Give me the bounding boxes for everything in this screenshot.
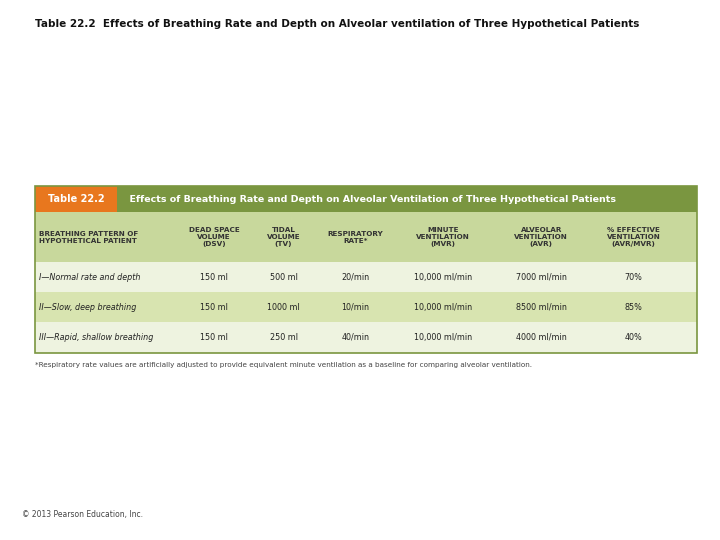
Text: 10/min: 10/min	[341, 303, 369, 312]
Text: 150 ml: 150 ml	[200, 333, 228, 342]
Text: *Respiratory rate values are artificially adjusted to provide equivalent minute : *Respiratory rate values are artificiall…	[35, 362, 531, 368]
Text: 10,000 ml/min: 10,000 ml/min	[414, 333, 472, 342]
Text: 10,000 ml/min: 10,000 ml/min	[414, 303, 472, 312]
Text: 250 ml: 250 ml	[269, 333, 297, 342]
Text: 150 ml: 150 ml	[200, 303, 228, 312]
Text: 40%: 40%	[625, 333, 642, 342]
Text: 500 ml: 500 ml	[270, 273, 297, 281]
Text: DEAD SPACE
VOLUME
(DSV): DEAD SPACE VOLUME (DSV)	[189, 227, 240, 247]
Text: 7000 ml/min: 7000 ml/min	[516, 273, 567, 281]
Text: © 2013 Pearson Education, Inc.: © 2013 Pearson Education, Inc.	[22, 510, 143, 519]
Text: 1000 ml: 1000 ml	[267, 303, 300, 312]
Text: III—Rapid, shallow breathing: III—Rapid, shallow breathing	[39, 333, 153, 342]
Text: 150 ml: 150 ml	[200, 273, 228, 281]
Text: 8500 ml/min: 8500 ml/min	[516, 303, 567, 312]
Text: 85%: 85%	[625, 303, 643, 312]
Text: 10,000 ml/min: 10,000 ml/min	[414, 273, 472, 281]
Text: 70%: 70%	[625, 273, 643, 281]
Text: 40/min: 40/min	[341, 333, 369, 342]
Text: II—Slow, deep breathing: II—Slow, deep breathing	[39, 303, 136, 312]
Text: % EFFECTIVE
VENTILATION
(AVR/MVR): % EFFECTIVE VENTILATION (AVR/MVR)	[607, 227, 660, 247]
Text: RESPIRATORY
RATE*: RESPIRATORY RATE*	[328, 231, 383, 244]
Text: Table 22.2  Effects of Breathing Rate and Depth on Alveolar ventilation of Three: Table 22.2 Effects of Breathing Rate and…	[35, 19, 639, 29]
Text: 4000 ml/min: 4000 ml/min	[516, 333, 567, 342]
Text: TIDAL
VOLUME
(TV): TIDAL VOLUME (TV)	[267, 227, 300, 247]
Text: I—Normal rate and depth: I—Normal rate and depth	[39, 273, 140, 281]
Text: MINUTE
VENTILATION
(MVR): MINUTE VENTILATION (MVR)	[416, 227, 470, 247]
Text: ALVEOLAR
VENTILATION
(AVR): ALVEOLAR VENTILATION (AVR)	[514, 227, 568, 247]
Text: Effects of Breathing Rate and Depth on Alveolar Ventilation of Three Hypothetica: Effects of Breathing Rate and Depth on A…	[123, 195, 616, 204]
Text: Table 22.2: Table 22.2	[48, 194, 104, 204]
Text: BREATHING PATTERN OF
HYPOTHETICAL PATIENT: BREATHING PATTERN OF HYPOTHETICAL PATIEN…	[39, 231, 138, 244]
Text: 20/min: 20/min	[341, 273, 369, 281]
